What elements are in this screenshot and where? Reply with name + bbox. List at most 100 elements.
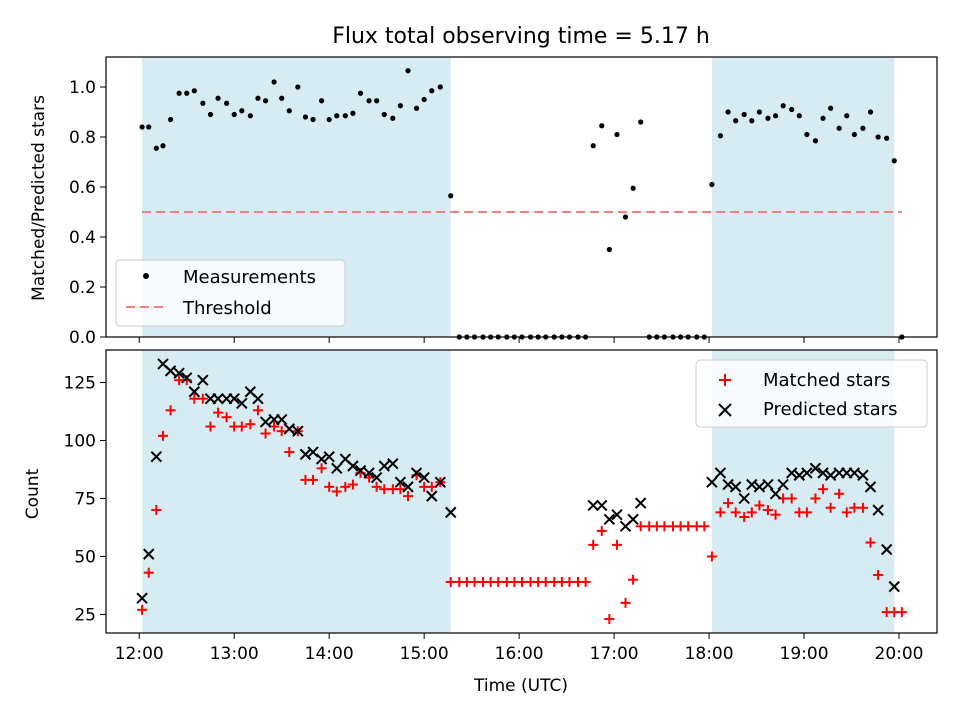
measurement-point bbox=[224, 100, 230, 106]
observing-window bbox=[711, 57, 895, 337]
x-axis-label: Time (UTC) bbox=[473, 676, 568, 696]
legend-measurements-marker bbox=[143, 273, 149, 279]
bottom-legend-box bbox=[695, 359, 928, 428]
measurement-point bbox=[239, 108, 245, 114]
bottom-y-axis-ticks: 25 50 75 100 125 bbox=[64, 373, 106, 625]
matched-star-point bbox=[493, 576, 504, 587]
measurement-point bbox=[255, 95, 261, 101]
measurement-point bbox=[231, 111, 237, 118]
measurement-point bbox=[200, 100, 206, 106]
predicted-star-point bbox=[275, 413, 288, 426]
measurement-point bbox=[725, 109, 731, 115]
matched-star-point bbox=[810, 493, 821, 504]
predicted-star-point bbox=[418, 471, 430, 484]
x-tick-label: 17:00 bbox=[590, 644, 639, 664]
ratio-panel: 0.0 0.2 0.4 0.6 0.8 1.0 Matched/Predicted sta… bbox=[29, 56, 938, 348]
measurement-point bbox=[828, 105, 834, 111]
matched-star-point bbox=[157, 430, 168, 441]
y-tick-label: 100 bbox=[64, 431, 96, 451]
measurement-point bbox=[326, 116, 332, 123]
matched-star-point bbox=[260, 428, 271, 439]
measurement-point bbox=[614, 131, 620, 138]
bottom-x-axis-ticks: 12:00 13:00 14:00 15:00 16:00 17:00 18:00 19:00… bbox=[115, 633, 924, 664]
predicted-star-point bbox=[769, 488, 782, 500]
matched-star-point bbox=[445, 576, 456, 587]
measurement-point bbox=[867, 109, 874, 115]
matched-star-point bbox=[221, 412, 232, 423]
predicted-star-point bbox=[434, 476, 447, 488]
predicted-star-point bbox=[181, 372, 193, 384]
matched-star-point bbox=[746, 507, 757, 518]
matched-star-point bbox=[588, 539, 599, 550]
matched-star-point bbox=[849, 502, 860, 513]
measurement-point bbox=[405, 68, 411, 74]
matched-star-point bbox=[706, 551, 717, 562]
predicted-star-point bbox=[402, 481, 414, 493]
bottom-axes-frame bbox=[105, 349, 938, 634]
matched-star-point bbox=[324, 481, 335, 492]
measurement-point bbox=[638, 119, 644, 125]
predicted-star-point bbox=[857, 469, 869, 481]
predicted-star-point bbox=[824, 469, 837, 481]
predicted-star-point bbox=[363, 467, 375, 479]
measurement-point bbox=[357, 90, 364, 96]
measurement-point bbox=[286, 108, 292, 114]
matched-star-point bbox=[786, 493, 797, 504]
predicted-star-point bbox=[753, 481, 766, 493]
predicted-star-point bbox=[387, 457, 399, 470]
matched-star-point bbox=[818, 484, 829, 495]
measurement-point bbox=[262, 98, 269, 104]
matched-star-point bbox=[165, 405, 176, 416]
measurement-point bbox=[875, 134, 881, 140]
top-x-axis-ticks bbox=[138, 337, 900, 343]
measurement-point bbox=[709, 181, 715, 188]
measurement-point bbox=[765, 115, 771, 121]
measurement-point bbox=[215, 95, 221, 101]
predicted-star-point bbox=[173, 367, 185, 379]
legend-predicted-label: Predicted stars bbox=[763, 399, 897, 420]
y-tick-label: 0.4 bbox=[69, 228, 96, 248]
bottom-observing-windows bbox=[142, 350, 895, 633]
measurement-point bbox=[836, 125, 842, 131]
y-tick-label: 0.2 bbox=[69, 278, 96, 298]
measurement-point bbox=[741, 111, 747, 118]
predicted-star-point bbox=[307, 446, 319, 458]
measurement-point bbox=[139, 124, 145, 130]
measurement-point bbox=[146, 124, 152, 130]
matched-star-point bbox=[873, 570, 884, 581]
measurement-point bbox=[247, 113, 253, 119]
measurement-point bbox=[884, 135, 890, 141]
x-tick-label: 19:00 bbox=[780, 644, 829, 664]
matched-star-point bbox=[371, 481, 382, 492]
matched-star-point bbox=[770, 509, 781, 520]
legend-predicted-marker bbox=[718, 403, 732, 417]
predicted-star-point bbox=[188, 386, 201, 398]
matched-star-point bbox=[801, 507, 812, 518]
measurement-point bbox=[374, 98, 380, 104]
measurement-point bbox=[390, 115, 396, 121]
predicted-star-point bbox=[587, 499, 599, 512]
measurement-point bbox=[350, 110, 356, 116]
x-tick-label: 13:00 bbox=[210, 644, 259, 664]
predicted-star-point bbox=[150, 450, 163, 463]
matched-star-point bbox=[896, 607, 907, 618]
top-axes-frame bbox=[105, 56, 938, 338]
matched-star-point bbox=[469, 576, 480, 587]
predicted-star-point bbox=[762, 478, 774, 491]
measurement-point bbox=[421, 96, 427, 103]
matched-star-point bbox=[659, 521, 670, 532]
top-y-axis-label: Matched/Predicted stars bbox=[29, 95, 49, 301]
measurement-point bbox=[437, 84, 443, 90]
legend-matched-label: Matched stars bbox=[763, 370, 890, 391]
matched-star-point bbox=[739, 512, 750, 523]
measurement-point bbox=[789, 106, 795, 113]
matched-star-point bbox=[403, 491, 414, 502]
y-tick-label: 0.0 bbox=[69, 328, 96, 348]
measurement-point bbox=[279, 95, 285, 101]
matched-star-point bbox=[723, 498, 734, 509]
predicted-star-point bbox=[729, 481, 742, 493]
predicted-star-point bbox=[880, 543, 893, 556]
matched-star-point bbox=[379, 484, 390, 495]
matched-star-point bbox=[284, 447, 295, 458]
predicted-star-point bbox=[292, 425, 304, 437]
